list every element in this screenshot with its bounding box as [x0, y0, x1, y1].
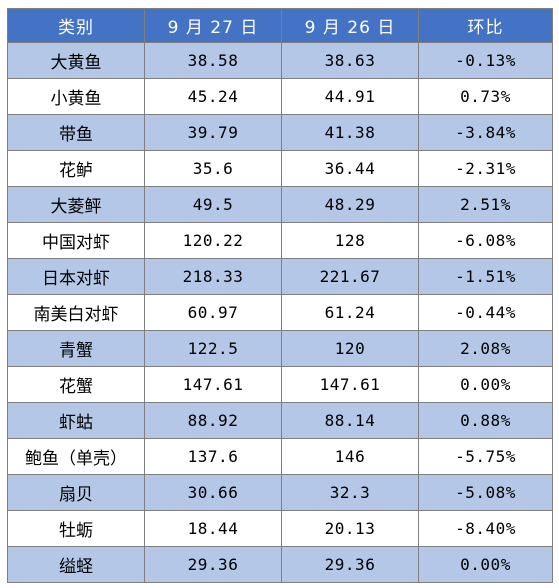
- cell-change-pct: -2.31%: [418, 150, 553, 187]
- cell-change-pct: -6.08%: [418, 222, 553, 259]
- cell-sep-27-price: 45.24: [144, 78, 282, 115]
- cell-sep-27-price: 122.5: [144, 330, 282, 367]
- cell-category: 中国对虾: [7, 222, 145, 259]
- cell-category: 扇贝: [7, 474, 145, 511]
- cell-change-pct: 0.00%: [418, 366, 553, 403]
- cell-sep-27-price: 88.92: [144, 402, 282, 439]
- table-row: 南美白对虾 60.97 61.24 -0.44%: [7, 294, 553, 331]
- cell-sep-26-price: 88.14: [281, 402, 419, 439]
- cell-change-pct: -1.51%: [418, 258, 553, 295]
- price-table-container: 类别 9 月 27 日 9 月 26 日 环比 大黄鱼 38.58 38.63 -0.…: [7, 8, 553, 583]
- column-header-sep-26: 9 月 26 日: [281, 8, 419, 43]
- table-row: 大菱鲆 49.5 48.29 2.51%: [7, 186, 553, 223]
- table-row: 带鱼 39.79 41.38 -3.84%: [7, 114, 553, 151]
- cell-category: 花蟹: [7, 366, 145, 403]
- cell-sep-26-price: 120: [281, 330, 419, 367]
- table-row: 扇贝 30.66 32.3 -5.08%: [7, 474, 553, 511]
- cell-category: 虾蛄: [7, 402, 145, 439]
- table-row: 鲍鱼（单壳） 137.6 146 -5.75%: [7, 438, 553, 475]
- cell-sep-27-price: 147.61: [144, 366, 282, 403]
- cell-sep-26-price: 41.38: [281, 114, 419, 151]
- cell-sep-27-price: 30.66: [144, 474, 282, 511]
- cell-change-pct: -5.08%: [418, 474, 553, 511]
- table-row: 青蟹 122.5 120 2.08%: [7, 330, 553, 367]
- cell-sep-26-price: 221.67: [281, 258, 419, 295]
- table-row: 大黄鱼 38.58 38.63 -0.13%: [7, 42, 553, 79]
- table-row: 缢蛏 29.36 29.36 0.00%: [7, 546, 553, 583]
- cell-category: 缢蛏: [7, 546, 145, 583]
- cell-sep-26-price: 48.29: [281, 186, 419, 223]
- table-row: 花蟹 147.61 147.61 0.00%: [7, 366, 553, 403]
- table-row: 日本对虾 218.33 221.67 -1.51%: [7, 258, 553, 295]
- cell-sep-27-price: 18.44: [144, 510, 282, 547]
- cell-change-pct: -3.84%: [418, 114, 553, 151]
- table-row: 花鲈 35.6 36.44 -2.31%: [7, 150, 553, 187]
- cell-sep-27-price: 35.6: [144, 150, 282, 187]
- cell-sep-27-price: 29.36: [144, 546, 282, 583]
- table-header-row: 类别 9 月 27 日 9 月 26 日 环比: [7, 8, 553, 43]
- cell-sep-26-price: 20.13: [281, 510, 419, 547]
- cell-sep-27-price: 49.5: [144, 186, 282, 223]
- column-header-category: 类别: [7, 8, 145, 43]
- table-row: 小黄鱼 45.24 44.91 0.73%: [7, 78, 553, 115]
- cell-sep-27-price: 38.58: [144, 42, 282, 79]
- cell-sep-27-price: 120.22: [144, 222, 282, 259]
- cell-sep-26-price: 36.44: [281, 150, 419, 187]
- cell-category: 鲍鱼（单壳）: [7, 438, 145, 475]
- cell-category: 日本对虾: [7, 258, 145, 295]
- cell-sep-26-price: 29.36: [281, 546, 419, 583]
- table-row: 中国对虾 120.22 128 -6.08%: [7, 222, 553, 259]
- table-row: 牡蛎 18.44 20.13 -8.40%: [7, 510, 553, 547]
- cell-change-pct: 2.51%: [418, 186, 553, 223]
- cell-change-pct: -5.75%: [418, 438, 553, 475]
- cell-category: 青蟹: [7, 330, 145, 367]
- cell-category: 带鱼: [7, 114, 145, 151]
- cell-category: 小黄鱼: [7, 78, 145, 115]
- cell-change-pct: 0.73%: [418, 78, 553, 115]
- cell-sep-26-price: 61.24: [281, 294, 419, 331]
- cell-change-pct: 0.00%: [418, 546, 553, 583]
- cell-category: 南美白对虾: [7, 294, 145, 331]
- cell-category: 牡蛎: [7, 510, 145, 547]
- column-header-change: 环比: [418, 8, 553, 43]
- column-header-sep-27: 9 月 27 日: [144, 8, 282, 43]
- table-row: 虾蛄 88.92 88.14 0.88%: [7, 402, 553, 439]
- cell-sep-26-price: 147.61: [281, 366, 419, 403]
- cell-sep-26-price: 32.3: [281, 474, 419, 511]
- cell-change-pct: -0.44%: [418, 294, 553, 331]
- cell-category: 花鲈: [7, 150, 145, 187]
- cell-category: 大菱鲆: [7, 186, 145, 223]
- cell-sep-27-price: 60.97: [144, 294, 282, 331]
- cell-change-pct: 0.88%: [418, 402, 553, 439]
- cell-sep-26-price: 146: [281, 438, 419, 475]
- cell-change-pct: -8.40%: [418, 510, 553, 547]
- table-body: 大黄鱼 38.58 38.63 -0.13% 小黄鱼 45.24 44.91 0.73% 带鱼 3…: [7, 42, 553, 583]
- cell-sep-27-price: 137.6: [144, 438, 282, 475]
- cell-sep-27-price: 218.33: [144, 258, 282, 295]
- price-table: 类别 9 月 27 日 9 月 26 日 环比 大黄鱼 38.58 38.63 -0.…: [7, 8, 553, 583]
- cell-category: 大黄鱼: [7, 42, 145, 79]
- cell-change-pct: 2.08%: [418, 330, 553, 367]
- cell-sep-26-price: 38.63: [281, 42, 419, 79]
- cell-sep-26-price: 44.91: [281, 78, 419, 115]
- cell-sep-27-price: 39.79: [144, 114, 282, 151]
- cell-sep-26-price: 128: [281, 222, 419, 259]
- cell-change-pct: -0.13%: [418, 42, 553, 79]
